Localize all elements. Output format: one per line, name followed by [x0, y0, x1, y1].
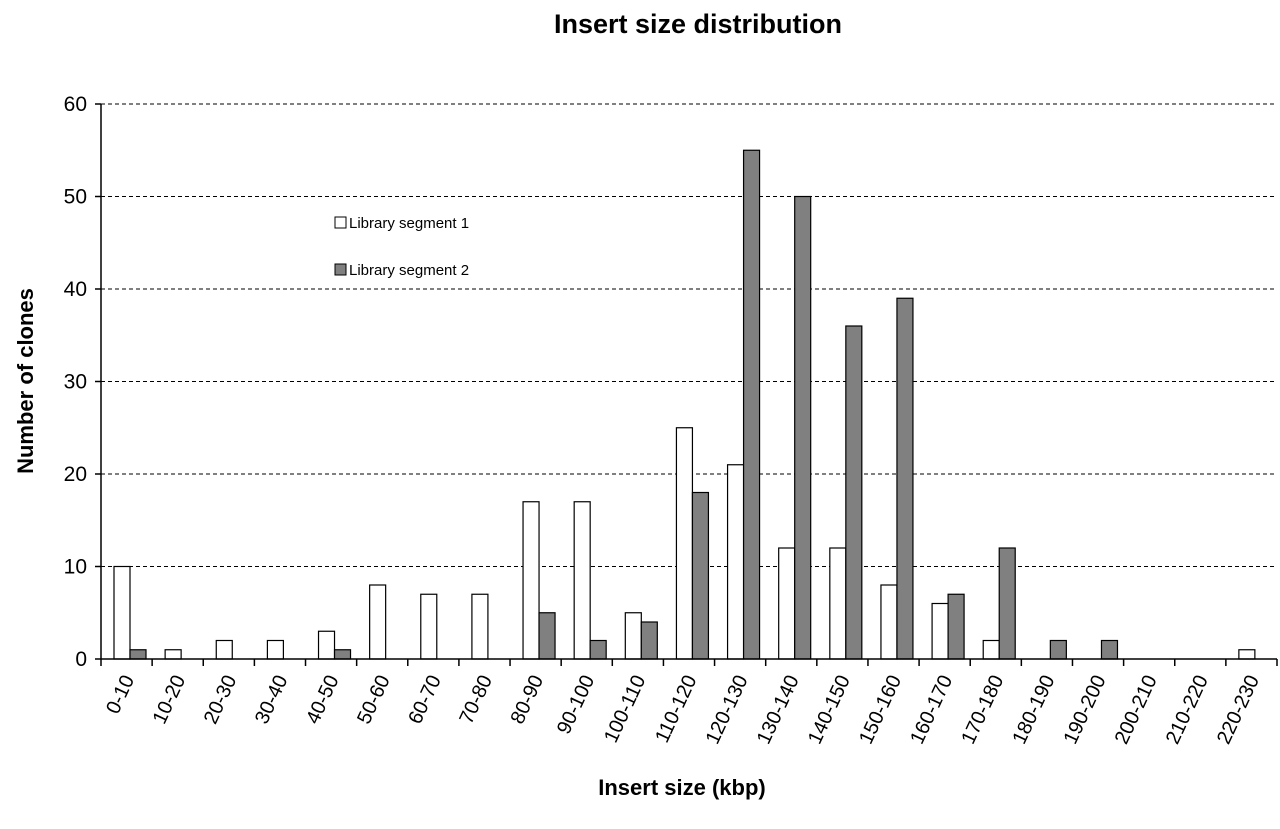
x-tick-label: 160-170 [906, 672, 957, 748]
bar-series-2 [538, 612, 556, 660]
x-tick-label: 100-110 [600, 672, 650, 746]
x-tick-label: 190-200 [1060, 672, 1111, 748]
y-tick-label: 40 [64, 278, 87, 301]
y-tick-label: 10 [64, 556, 87, 579]
x-tick-label: 220-230 [1213, 672, 1264, 748]
x-axis-title: Insert size (kbp) [598, 775, 765, 800]
bar-series-1 [778, 547, 796, 660]
legend-swatch [334, 263, 347, 276]
bars [113, 149, 1256, 660]
legend-label: Library segment 2 [349, 262, 469, 279]
legend-swatch [334, 216, 347, 229]
y-tick-label: 20 [64, 463, 87, 486]
bar-series-2 [845, 325, 863, 660]
x-tick-label: 60-70 [404, 672, 446, 728]
x-tick-label: 140-150 [804, 672, 855, 748]
x-tick-label: 80-90 [507, 672, 549, 728]
bar-series-1 [829, 547, 847, 660]
bar-series-1 [931, 602, 949, 660]
bar-series-1 [471, 593, 489, 660]
bar-series-1 [113, 565, 131, 660]
legend: Library segment 1 Library segment 2 [334, 215, 469, 279]
bar-series-2 [1100, 639, 1119, 660]
y-tick-label: 0 [75, 648, 87, 671]
bar-series-1 [164, 649, 182, 660]
bar-series-1 [573, 501, 591, 660]
bar-series-2 [333, 649, 352, 660]
bar-series-1 [317, 630, 336, 660]
x-tick-label: 90-100 [553, 672, 599, 738]
x-tick-label: 40-50 [302, 672, 344, 728]
bar-series-1 [420, 593, 438, 660]
x-tick-label: 170-180 [957, 672, 1008, 748]
x-tick-label: 10-20 [149, 672, 191, 728]
x-tick-label: 0-10 [102, 672, 139, 718]
y-tick-label: 30 [64, 371, 87, 394]
bar-series-1 [624, 612, 642, 660]
x-tick-label: 30-40 [251, 672, 293, 728]
y-tick-label: 60 [64, 93, 87, 116]
x-tick-label: 70-80 [455, 672, 497, 728]
bar-series-2 [896, 297, 914, 660]
y-ticks: 0 10 20 30 40 50 60 [64, 93, 101, 671]
bar-series-2 [998, 547, 1016, 660]
x-tick-label: 50-60 [353, 672, 395, 728]
bar-series-2 [742, 149, 761, 660]
x-tick-label: 150-160 [855, 672, 906, 748]
bar-series-2 [640, 621, 658, 660]
x-tick-label: 110-120 [651, 672, 701, 746]
bar-series-2 [794, 195, 812, 660]
bar-series-1 [880, 584, 898, 660]
x-tick-label: 130-140 [753, 672, 804, 748]
bar-series-1 [215, 639, 233, 660]
bar-series-1 [1238, 649, 1256, 660]
legend-label: Library segment 1 [349, 215, 469, 232]
y-tick-label: 50 [64, 186, 87, 209]
x-tick-label: 210-220 [1162, 672, 1213, 748]
bar-series-1 [675, 427, 694, 660]
bar-series-2 [1049, 639, 1067, 660]
x-tick-label: 200-210 [1111, 672, 1162, 748]
bar-series-2 [947, 593, 965, 660]
y-axis-title: Number of clones [13, 288, 38, 474]
bar-series-1 [726, 464, 745, 660]
gridlines [101, 103, 1277, 567]
bar-series-2 [691, 491, 710, 660]
bar-series-2 [589, 639, 607, 660]
bar-series-1 [266, 639, 284, 660]
bar-series-1 [369, 584, 387, 660]
x-tick-label: 120-130 [702, 672, 753, 748]
x-tick-label: 180-190 [1008, 672, 1059, 748]
bar-series-1 [522, 501, 540, 660]
x-ticks: 0-10 10-20 20-30 30-40 40-50 50-60 60-70 70-80 8… [100, 659, 1278, 748]
bar-series-2 [129, 649, 147, 660]
bar-series-1 [982, 639, 1000, 660]
chart-title: Insert size distribution [554, 9, 842, 39]
x-tick-label: 20-30 [200, 672, 242, 728]
